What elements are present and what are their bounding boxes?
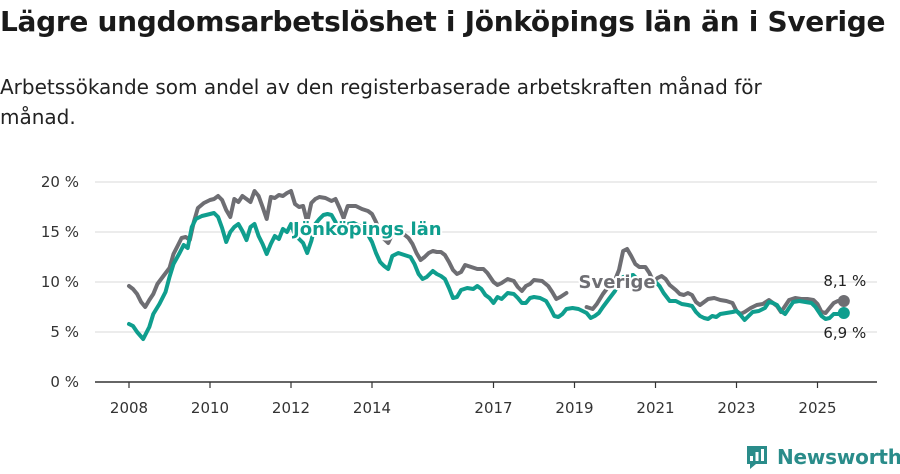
x-tick-label: 2012	[272, 399, 310, 417]
y-tick-label: 15 %	[41, 223, 79, 241]
brand-logo: Newsworthy	[745, 443, 900, 471]
x-tick-label: 2014	[353, 399, 391, 417]
x-tick-label: 2023	[717, 399, 755, 417]
newsworthy-logo-icon	[747, 446, 767, 469]
end-value-label-jonkoping: 6,9 %	[823, 324, 866, 342]
y-tick-label: 0 %	[50, 373, 79, 391]
series-labels: 8,1 % 6,9 % Sverige Jönköpings län	[289, 217, 866, 342]
x-axis: 2008 2010 2012 2014 2017 2019 2021 2023 2025	[95, 381, 877, 417]
series-label-sverige: Sverige	[579, 272, 656, 293]
y-tick-label: 10 %	[41, 273, 79, 291]
series-line-sverige	[127, 189, 569, 309]
end-marker-sverige	[837, 295, 850, 307]
brand-name: Newsworthy	[777, 445, 900, 469]
x-tick-label: 2019	[555, 399, 593, 417]
x-tick-label: 2025	[798, 399, 836, 417]
x-tick-label: 2008	[110, 399, 148, 417]
series-end-markers	[837, 295, 850, 319]
chart-title: Lägre ungdomsarbetslöshet i Jönköpings l…	[0, 5, 886, 38]
x-tick-label: 2010	[191, 399, 229, 417]
series-label-jonkoping: Jönköpings län	[291, 219, 442, 240]
chart-subtitle: Arbetssökande som andel av den registerb…	[0, 75, 762, 129]
series-line-jonkoping	[127, 211, 846, 341]
end-value-label-sverige: 8,1 %	[823, 272, 866, 290]
series-line-sverige-segment	[584, 247, 846, 316]
x-tick-label: 2021	[636, 399, 674, 417]
y-axis-ticks: 0 % 5 % 10 % 15 % 20 %	[41, 173, 79, 391]
y-tick-label: 20 %	[41, 173, 79, 191]
x-tick-label: 2017	[474, 399, 512, 417]
series-lines	[127, 189, 846, 341]
end-marker-jonkoping	[837, 307, 850, 319]
y-tick-label: 5 %	[50, 323, 79, 341]
